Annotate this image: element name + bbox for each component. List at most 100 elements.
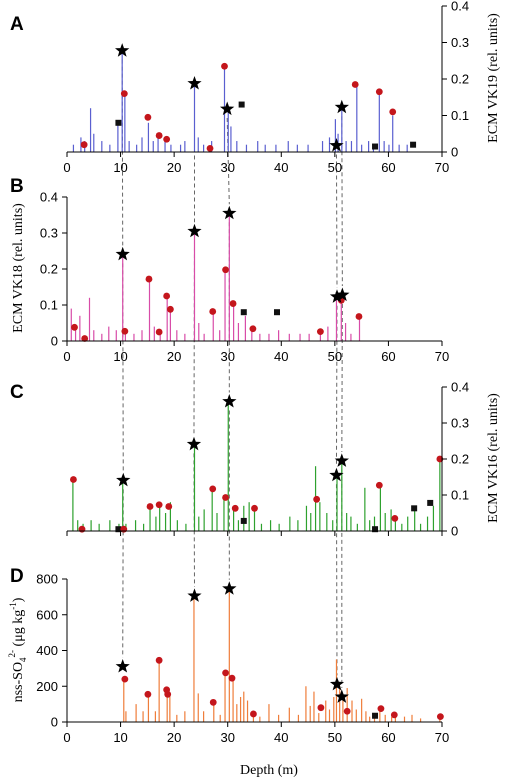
square-marker	[238, 101, 245, 108]
x-tick-label: 0	[63, 349, 70, 364]
circle-marker	[389, 108, 397, 116]
y-tick-label: 0.3	[40, 226, 58, 241]
circle-marker	[121, 327, 129, 335]
y-tick-label: 0	[451, 145, 458, 160]
square-marker	[274, 309, 280, 316]
circle-marker	[355, 313, 363, 320]
x-tick-label: 0	[63, 730, 70, 745]
panel-letter: C	[10, 382, 24, 403]
x-tick-label: 30	[220, 160, 234, 175]
panel-d: D 0 10 20 30 40 50 60 70 0 200 400 600 800 nss-SO42-…	[7, 566, 449, 745]
panel-letter: D	[10, 566, 24, 587]
circle-marker	[163, 292, 171, 300]
tie-line	[193, 240, 195, 436]
circle-marker	[120, 90, 128, 97]
star-marker	[329, 676, 345, 691]
circle-marker	[377, 705, 385, 712]
panel-c: C 0 0.1 0.2 0.3 0.4 ECM VK16 (rel. units)	[10, 380, 501, 539]
circle-marker	[390, 711, 398, 719]
circle-marker	[80, 141, 88, 149]
star-marker	[329, 467, 344, 482]
star-marker	[334, 453, 349, 467]
circle-marker	[317, 704, 325, 712]
panel-letter: B	[10, 176, 24, 197]
circle-marker	[81, 335, 89, 342]
y-tick-label: 0.1	[40, 298, 58, 313]
circle-marker	[375, 481, 383, 489]
circle-marker	[120, 525, 128, 533]
y-tick-label: 0	[51, 715, 58, 730]
panel-d-marks	[115, 581, 444, 722]
star-marker	[187, 223, 202, 238]
y-tick-label: 200	[36, 679, 58, 694]
circle-marker	[155, 132, 163, 139]
star-marker	[329, 138, 344, 152]
x-tick-label: 10	[113, 730, 127, 745]
x-axis-label: Depth (m)	[240, 763, 298, 778]
circle-marker	[222, 669, 229, 677]
star-marker	[222, 394, 237, 408]
y-tick-label: 0.1	[451, 488, 469, 503]
star-marker	[187, 76, 202, 90]
star-marker	[222, 581, 237, 595]
panel-b-axes: 0 10 20 30 40 50 60 70 0 0.1 0.2 0.3 0.4	[40, 190, 449, 365]
x-tick-label: 30	[220, 730, 234, 745]
circle-marker	[145, 275, 153, 283]
ylabel-vk18: ECM VK18 (rel. units)	[11, 203, 26, 333]
panel-letter: A	[10, 14, 24, 35]
y-tick-label: 0.4	[40, 190, 58, 205]
y-tick-label: 0.2	[451, 452, 469, 467]
circle-marker	[222, 266, 229, 274]
y-tick-label: 0.2	[40, 262, 58, 277]
y-tick-label: 0.3	[451, 416, 469, 431]
y-tick-label: 400	[36, 643, 58, 658]
star-marker	[187, 588, 202, 602]
ylabel-nss-so4: nss-SO42- (μg kg-1)	[7, 597, 28, 702]
circle-marker	[144, 690, 152, 698]
panel-b: B 0 10 20 30 40 50 60 70 0 0.1 0.2 0.3 0.4 ECM VK18 …	[10, 176, 449, 364]
x-tick-label: 20	[167, 160, 181, 175]
x-tick-label: 70	[435, 160, 449, 175]
x-tick-label: 40	[274, 160, 288, 175]
square-marker	[240, 517, 247, 524]
circle-marker	[166, 305, 174, 313]
x-tick-label: 20	[167, 730, 181, 745]
circle-marker	[209, 698, 217, 706]
circle-marker	[70, 476, 77, 483]
x-tick-label: 10	[113, 349, 127, 364]
x-tick-label: 30	[220, 349, 234, 364]
y-tick-label: 800	[36, 572, 58, 587]
y-tick-label: 0	[51, 334, 58, 349]
circle-marker	[165, 503, 173, 510]
square-marker	[411, 505, 418, 512]
y-tick-label: 0.2	[451, 72, 469, 87]
x-tick-label: 40	[274, 730, 288, 745]
square-marker	[372, 143, 379, 150]
square-marker	[115, 119, 122, 126]
x-tick-label: 20	[167, 349, 181, 364]
x-tick-label: 10	[113, 160, 127, 175]
star-marker	[334, 689, 349, 703]
circle-marker	[155, 501, 163, 509]
x-tick-label: 60	[381, 730, 395, 745]
star-marker	[335, 287, 350, 302]
circle-marker	[121, 675, 129, 683]
circle-marker	[249, 325, 257, 333]
star-marker	[329, 289, 345, 303]
square-marker	[372, 526, 379, 533]
y-tick-label: 600	[36, 607, 58, 622]
panel-d-axes: 0 10 20 30 40 50 60 70 0 200 400 600 800	[36, 572, 449, 746]
circle-marker	[391, 515, 399, 522]
x-tick-label: 40	[274, 349, 288, 364]
circle-marker	[206, 144, 214, 152]
circle-marker	[78, 525, 86, 533]
circle-marker	[163, 135, 171, 143]
circle-marker	[375, 88, 383, 96]
circle-marker	[231, 504, 239, 512]
circle-marker	[251, 504, 258, 512]
circle-marker	[436, 713, 444, 721]
circle-marker	[155, 656, 163, 664]
x-tick-label: 70	[435, 349, 449, 364]
